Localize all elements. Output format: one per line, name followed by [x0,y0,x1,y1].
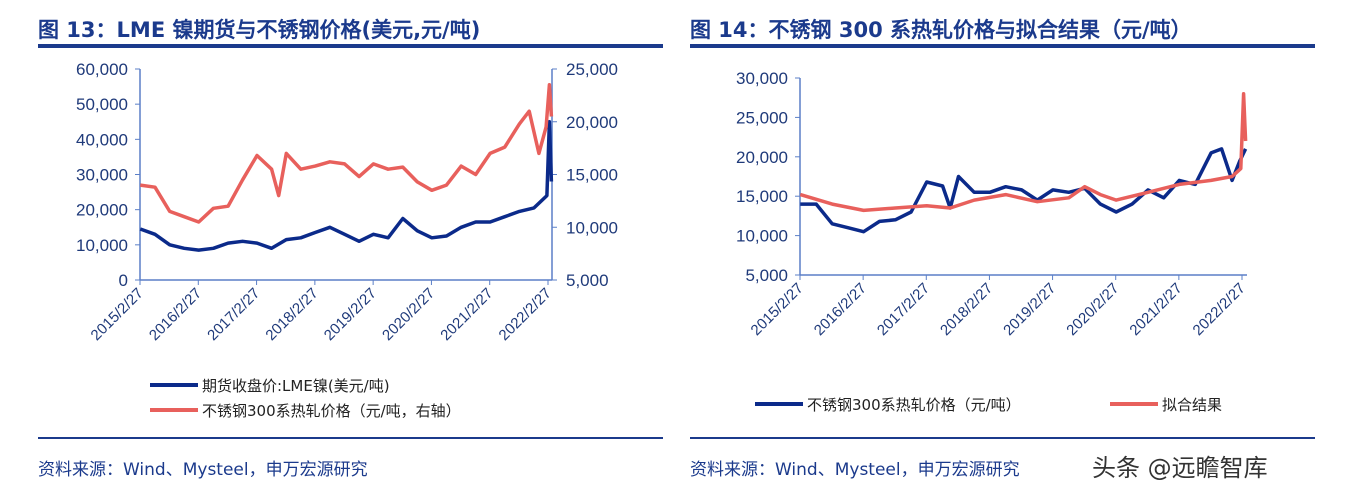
x-tick-label: 2022/2/27 [496,285,555,344]
chart13-title: 图 13：LME 镍期货与不锈钢价格(美元,元/吨) [38,18,481,42]
x-tick-label: 2019/2/27 [1000,280,1059,339]
x-tick-label: 2015/2/27 [88,285,147,344]
x-tick-label: 2022/2/27 [1190,280,1249,339]
x-tick-label: 2017/2/27 [204,285,263,344]
y-tick-label: 50,000 [76,95,128,114]
y-tick-label: 10,000 [736,227,788,246]
divider [690,437,1315,439]
y2-tick-label: 25,000 [566,60,618,79]
title-underline [690,44,1315,48]
legend-label: 不锈钢300系热轧价格（元/吨） [807,396,1021,414]
series-line-2 [799,92,1248,213]
chart13-source: 资料来源：Wind、Mysteel，申万宏源研究 [38,460,368,480]
watermark: 头条 @远瞻智库 [1092,454,1268,482]
title-underline [38,44,663,48]
x-tick-label: 2020/2/27 [379,285,438,344]
y2-tick-label: 5,000 [566,271,609,290]
y-tick-label: 20,000 [76,201,128,220]
x-tick-label: 2017/2/27 [874,280,933,339]
y2-tick-label: 20,000 [566,113,618,132]
x-tick-label: 2020/2/27 [1063,280,1122,339]
chart14-plot: 5,000 10,000 15,000 20,000 25,000 30,000 2015/… [736,69,1249,414]
legend-label: 期货收盘价:LME镍(美元/吨) [202,377,390,395]
y-tick-label: 25,000 [736,108,788,127]
y-tick-label: 40,000 [76,130,128,149]
y-tick-label: 20,000 [736,148,788,167]
y-tick-label: 15,000 [736,187,788,206]
y-tick-label: 30,000 [76,166,128,185]
x-tick-label: 2021/2/27 [1126,280,1185,339]
x-tick-label: 2016/2/27 [146,285,205,344]
x-tick-label: 2016/2/27 [811,280,870,339]
x-tick-label: 2015/2/27 [748,280,807,339]
y-tick-label: 0 [119,271,128,290]
divider [38,437,663,439]
chart14-title: 图 14：不锈钢 300 系热轧价格与拟合结果（元/吨） [690,18,1192,42]
y-tick-label: 30,000 [736,69,788,88]
series-line-1 [800,147,1248,234]
chart14-source: 资料来源：Wind、Mysteel，申万宏源研究 [690,460,1020,480]
y2-tick-label: 15,000 [566,166,618,185]
y-tick-label: 5,000 [745,266,788,285]
x-tick-label: 2021/2/27 [437,285,496,344]
y-tick-label: 60,000 [76,60,128,79]
legend-label: 不锈钢300系热轧价格（元/吨，右轴） [202,402,461,420]
y2-tick-label: 10,000 [566,218,618,237]
chart13-plot: 0 10,000 20,000 30,000 40,000 50,000 60,000 5,0… [76,60,618,420]
legend-label: 拟合结果 [1162,396,1222,414]
x-tick-label: 2018/2/27 [937,280,996,339]
series-line-1 [139,120,554,252]
series-line-2 [140,83,554,224]
x-tick-label: 2019/2/27 [321,285,380,344]
x-tick-label: 2018/2/27 [262,285,321,344]
y-tick-label: 10,000 [76,236,128,255]
